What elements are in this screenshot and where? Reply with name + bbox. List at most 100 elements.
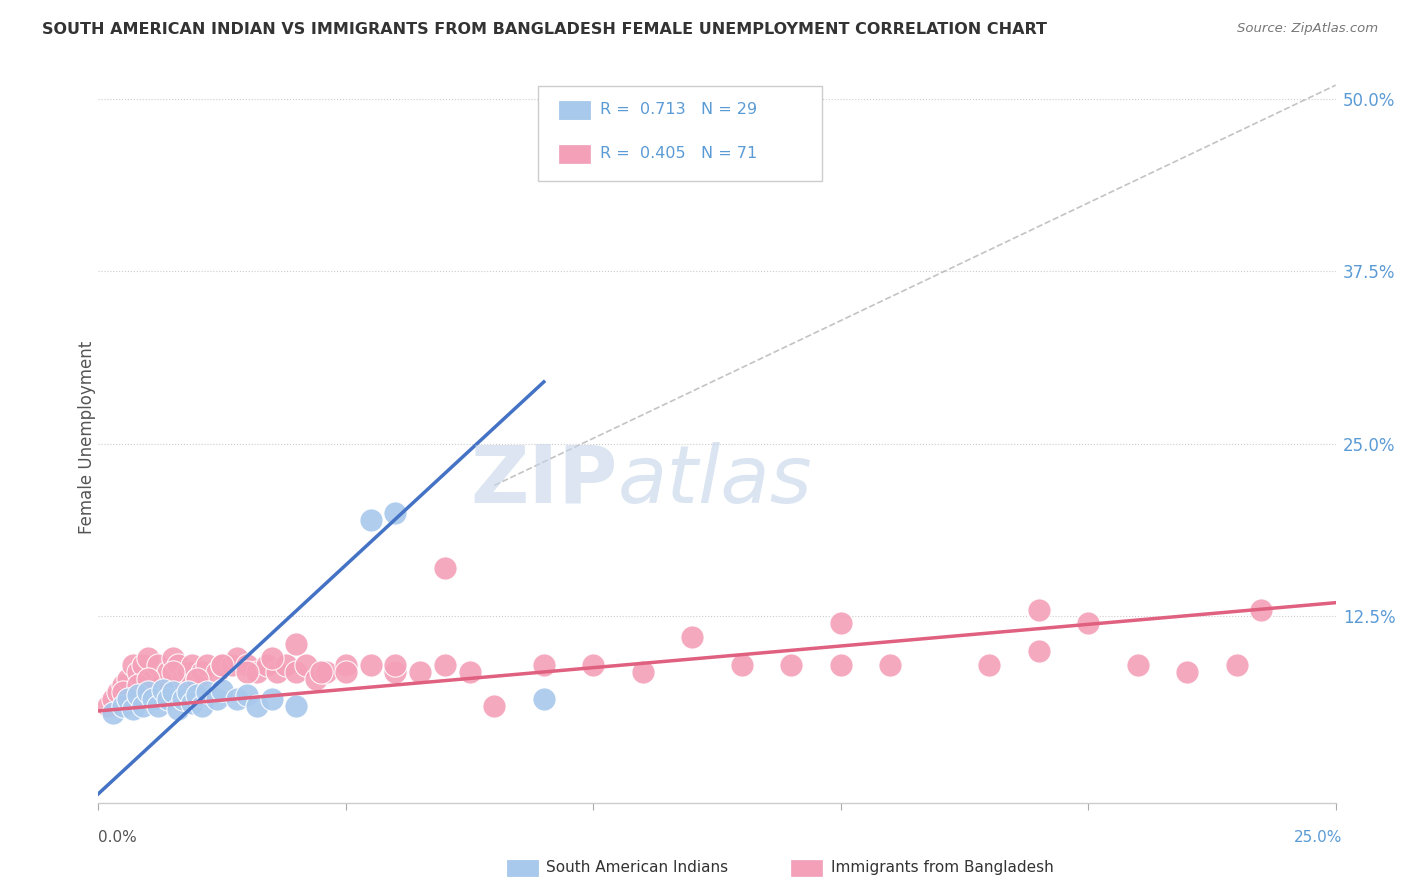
FancyBboxPatch shape [537, 86, 823, 181]
Point [146, 699, 169, 714]
Point [176, 685, 198, 699]
Point [146, 657, 169, 672]
Point [156, 665, 179, 679]
Point [162, 665, 184, 679]
Point [226, 651, 249, 665]
Point [142, 672, 165, 686]
Point [112, 678, 135, 692]
Point [433, 561, 456, 575]
Text: South American Indians: South American Indians [547, 861, 728, 875]
Point [172, 672, 194, 686]
Point [236, 657, 259, 672]
Point [112, 685, 135, 699]
Point [246, 699, 269, 714]
Point [458, 665, 481, 679]
Point [384, 506, 406, 520]
Point [211, 682, 233, 697]
Point [162, 651, 184, 665]
Text: atlas: atlas [619, 442, 813, 520]
Point [266, 665, 288, 679]
Point [127, 665, 149, 679]
Point [360, 657, 382, 672]
Point [409, 665, 432, 679]
Point [1077, 616, 1099, 631]
Point [211, 657, 233, 672]
Point [533, 657, 555, 672]
Point [285, 699, 308, 714]
Point [186, 672, 208, 686]
Point [172, 692, 194, 706]
Point [136, 651, 159, 665]
Point [127, 678, 149, 692]
Point [533, 692, 555, 706]
Point [879, 657, 901, 672]
Text: ZIP: ZIP [471, 442, 619, 520]
Point [309, 665, 332, 679]
Point [631, 665, 654, 679]
Point [103, 692, 125, 706]
Point [433, 657, 456, 672]
Point [205, 692, 228, 706]
Point [582, 657, 605, 672]
Point [335, 665, 357, 679]
Point [191, 699, 214, 714]
Point [1175, 665, 1198, 679]
Point [103, 706, 125, 720]
Point [1126, 657, 1149, 672]
FancyBboxPatch shape [506, 860, 537, 876]
Point [681, 630, 703, 644]
Point [107, 685, 129, 699]
Point [132, 657, 155, 672]
Point [211, 657, 233, 672]
Point [221, 657, 243, 672]
Point [1028, 602, 1050, 616]
Point [122, 702, 145, 716]
Point [1250, 602, 1272, 616]
Point [117, 672, 139, 686]
Point [276, 657, 298, 672]
Point [181, 657, 204, 672]
Point [830, 616, 852, 631]
Point [156, 692, 179, 706]
Point [176, 665, 198, 679]
Point [195, 685, 218, 699]
Point [166, 702, 188, 716]
Point [97, 699, 120, 714]
Point [142, 692, 165, 706]
Point [195, 657, 218, 672]
Text: SOUTH AMERICAN INDIAN VS IMMIGRANTS FROM BANGLADESH FEMALE UNEMPLOYMENT CORRELAT: SOUTH AMERICAN INDIAN VS IMMIGRANTS FROM… [42, 22, 1047, 37]
Point [295, 657, 318, 672]
Point [780, 657, 803, 672]
Point [181, 697, 204, 711]
Point [236, 665, 259, 679]
Text: 25.0%: 25.0% [1295, 830, 1343, 845]
Point [152, 682, 174, 697]
Point [384, 665, 406, 679]
Point [166, 657, 188, 672]
Point [122, 657, 145, 672]
Point [186, 688, 208, 702]
Point [1226, 657, 1249, 672]
Point [260, 651, 283, 665]
Point [260, 692, 283, 706]
Point [384, 657, 406, 672]
Point [1028, 644, 1050, 658]
Text: Immigrants from Bangladesh: Immigrants from Bangladesh [831, 861, 1053, 875]
Y-axis label: Female Unemployment: Female Unemployment [79, 341, 96, 533]
Point [226, 692, 249, 706]
Point [285, 637, 308, 651]
FancyBboxPatch shape [792, 860, 823, 876]
Point [731, 657, 754, 672]
Point [186, 672, 208, 686]
Point [256, 657, 278, 672]
Point [136, 685, 159, 699]
Text: R =  0.405   N = 71: R = 0.405 N = 71 [599, 145, 756, 161]
Text: 0.0%: 0.0% [98, 830, 138, 845]
Point [305, 672, 328, 686]
Point [127, 688, 149, 702]
Point [335, 657, 357, 672]
Point [484, 699, 506, 714]
Point [979, 657, 1001, 672]
Point [132, 699, 155, 714]
Point [112, 699, 135, 714]
